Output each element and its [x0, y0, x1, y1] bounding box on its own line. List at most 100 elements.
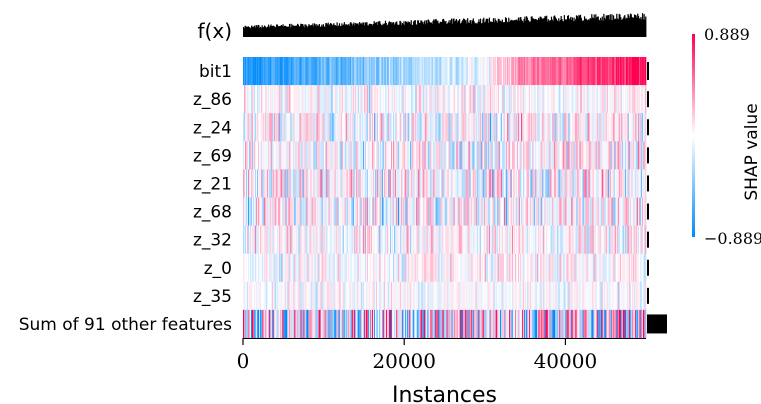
heat-cell [358, 281, 361, 311]
heat-cell [463, 253, 465, 283]
heat-cell [346, 169, 349, 198]
heat-cell [500, 169, 503, 198]
heat-cell [566, 85, 568, 114]
heat-cell [460, 141, 462, 170]
heat-cell [573, 225, 575, 254]
heat-cell [358, 85, 361, 114]
heat-cell [556, 253, 558, 283]
heat-cell [347, 169, 350, 198]
heat-cell [333, 113, 336, 142]
heat-cell [488, 309, 491, 339]
heat-cell [304, 281, 306, 311]
heat-cell [626, 141, 629, 170]
heat-cell [277, 141, 279, 170]
heat-cell [294, 141, 296, 170]
fx-bar [575, 19, 577, 37]
heat-cell [293, 85, 295, 114]
heat-cell [415, 197, 417, 226]
heat-cell [505, 197, 508, 226]
heat-cell [305, 113, 307, 142]
heat-cell [504, 57, 507, 86]
heat-cell [323, 197, 325, 226]
heat-cell [522, 281, 524, 311]
heat-cell [336, 85, 339, 114]
heat-cell [501, 57, 504, 86]
heat-cell [276, 253, 278, 283]
heat-cell [316, 113, 318, 142]
heat-cell [633, 197, 636, 226]
heat-cell [298, 281, 300, 311]
heat-cell [296, 113, 298, 142]
heat-cell [481, 253, 484, 283]
heat-cell [291, 85, 293, 114]
heat-cell [293, 309, 295, 339]
heat-cell [501, 85, 504, 114]
heat-cell [347, 281, 350, 311]
heat-cell [270, 85, 272, 114]
heat-cell [468, 141, 471, 170]
heat-cell [351, 253, 354, 283]
heat-cell [411, 113, 413, 142]
heat-cell [568, 281, 570, 311]
heat-cell [607, 169, 610, 198]
heat-cell [585, 141, 587, 170]
heat-cell [591, 281, 593, 311]
heat-cell [286, 309, 288, 339]
heat-cell [613, 85, 616, 114]
fx-bar [371, 25, 374, 37]
heat-cell [387, 57, 389, 86]
heat-cell [459, 309, 461, 339]
heat-cell [306, 225, 308, 254]
heat-cell [518, 253, 520, 283]
heat-cell [553, 113, 555, 142]
heat-cell [478, 253, 481, 283]
heat-cell [552, 169, 554, 198]
heat-cell [589, 169, 591, 198]
heat-cell [263, 225, 265, 254]
heat-cell [544, 281, 546, 311]
heat-cell [257, 113, 259, 142]
heat-cell [477, 225, 480, 254]
heat-cell [359, 169, 362, 198]
heat-cell [541, 113, 543, 142]
heat-cell [642, 225, 645, 254]
heat-cell [556, 141, 558, 170]
fx-bar [500, 20, 502, 37]
heat-cell [261, 281, 263, 311]
heat-cell [611, 225, 614, 254]
heat-cell [469, 197, 472, 226]
fx-bar [588, 19, 590, 37]
heat-cell [517, 253, 519, 283]
heat-cell [642, 253, 645, 283]
heat-cell [401, 281, 403, 311]
fx-bar [525, 16, 528, 37]
heat-cell [476, 57, 479, 86]
heat-cell [513, 225, 515, 254]
heat-cell [286, 253, 288, 283]
fx-bar [409, 23, 412, 37]
heat-cell [437, 57, 439, 86]
heat-cell [335, 197, 338, 226]
heat-cell [433, 169, 435, 198]
feature-importance-bars [647, 62, 667, 334]
heat-cell [468, 225, 471, 254]
heat-cell [592, 113, 594, 142]
heat-cell [380, 85, 382, 114]
heat-cell [574, 141, 576, 170]
fx-bar [437, 20, 439, 37]
heat-cell [543, 281, 545, 311]
heat-cell [598, 169, 601, 198]
heat-cell [431, 253, 433, 283]
heat-cell [359, 225, 362, 254]
heat-cell [562, 113, 564, 142]
heat-cell [452, 309, 454, 339]
heat-cell [594, 281, 596, 311]
heat-cell [445, 309, 447, 339]
heat-cell [544, 309, 546, 339]
heat-cell [404, 225, 406, 254]
heat-cell [272, 309, 274, 339]
heat-cell [487, 281, 490, 311]
heat-cell [337, 85, 340, 114]
heat-cell [369, 225, 372, 254]
heat-cell [508, 141, 511, 170]
